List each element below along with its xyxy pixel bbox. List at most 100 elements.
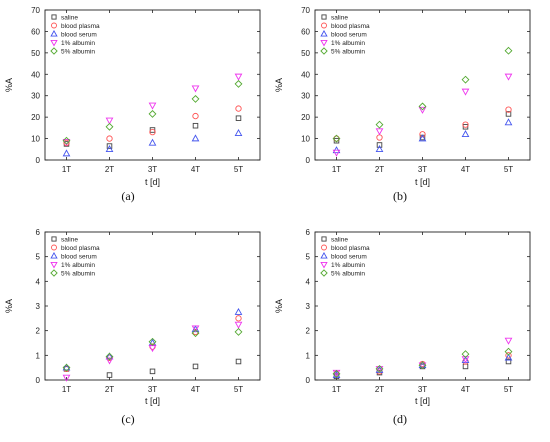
data-point <box>191 134 200 142</box>
legend-marker <box>50 39 58 47</box>
y-tick-label: 50 <box>31 49 40 58</box>
legend-label: 5% albumin <box>331 48 365 55</box>
data-point <box>504 353 513 361</box>
series-1-albumin <box>332 73 513 157</box>
y-tick-label: 0 <box>306 376 311 385</box>
data-point <box>191 94 200 103</box>
series-blood-serum <box>62 128 243 157</box>
data-point <box>234 321 243 329</box>
y-tick-label: 4 <box>36 277 41 286</box>
y-tick-label: 2 <box>36 327 41 336</box>
data-point <box>332 369 341 378</box>
data-point <box>504 46 513 55</box>
legend-label: 5% albumin <box>61 48 95 55</box>
y-tick-label: 5 <box>306 253 311 262</box>
legend-label: saline <box>61 14 78 21</box>
y-tick-label: 5 <box>36 253 41 262</box>
data-point <box>504 337 513 345</box>
series-5-albumin <box>332 46 513 143</box>
legend-marker <box>320 29 328 37</box>
x-tick-label: 3T <box>418 385 427 394</box>
legend-marker <box>50 269 58 277</box>
x-tick-label: 4T <box>191 165 200 174</box>
data-point <box>504 347 513 356</box>
data-point <box>105 357 114 365</box>
series-blood-serum <box>332 118 513 154</box>
data-point <box>234 79 243 88</box>
legend-marker <box>50 251 58 259</box>
legend-label: saline <box>61 236 78 243</box>
data-point <box>235 358 242 365</box>
series-saline <box>63 358 242 378</box>
x-tick-label: 1T <box>332 165 341 174</box>
data-point <box>105 117 114 125</box>
legend-label: blood plasma <box>61 23 100 30</box>
data-point <box>461 356 470 364</box>
x-tick-label: 2T <box>375 165 384 174</box>
y-tick-label: 20 <box>31 113 40 122</box>
data-point <box>62 136 71 145</box>
x-axis-label: t [d] <box>145 177 160 187</box>
data-point <box>418 134 427 142</box>
x-tick-label: 2T <box>375 385 384 394</box>
legend-label: saline <box>331 14 348 21</box>
y-tick-label: 1 <box>36 351 41 360</box>
legend-marker <box>51 14 57 20</box>
data-point <box>192 363 199 370</box>
y-tick-label: 70 <box>31 6 40 15</box>
y-tick-label: 20 <box>301 113 310 122</box>
data-point <box>191 325 200 333</box>
data-point <box>418 360 427 368</box>
x-tick-label: 4T <box>461 385 470 394</box>
y-axis-label: %A <box>274 299 284 313</box>
data-point <box>105 352 114 361</box>
legend-label: 1% albumin <box>61 40 95 47</box>
y-tick-label: 0 <box>36 156 41 165</box>
y-tick-label: 30 <box>31 92 40 101</box>
legend-marker <box>320 39 328 47</box>
data-point <box>504 118 513 126</box>
data-point <box>235 105 242 112</box>
panel-caption: (b) <box>393 189 407 203</box>
data-point <box>192 112 199 120</box>
data-point <box>505 111 512 117</box>
x-tick-label: 1T <box>332 385 341 394</box>
series-5-albumin <box>332 347 513 378</box>
data-point <box>148 337 157 346</box>
panel-caption: (c) <box>121 412 134 426</box>
y-axis-label: %A <box>4 78 14 92</box>
legend-marker <box>320 261 328 269</box>
data-point <box>375 366 384 374</box>
legend-marker <box>51 22 57 29</box>
chart-panel-b: 0 10 20 30 40 50 60 70 1T 2T 3T 4T 5T t [d] %A saline bl… <box>274 6 531 203</box>
x-tick-label: 3T <box>418 165 427 174</box>
y-tick-label: 2 <box>306 327 311 336</box>
y-tick-label: 3 <box>36 302 41 311</box>
data-point <box>418 102 427 111</box>
data-point <box>234 128 243 136</box>
data-point <box>461 88 470 96</box>
data-point <box>461 75 470 84</box>
y-tick-label: 6 <box>306 228 311 237</box>
x-tick-label: 2T <box>105 385 114 394</box>
series-saline <box>63 115 242 149</box>
data-point <box>234 307 243 315</box>
legend-marker <box>51 244 57 251</box>
chart-panel-c: 0 1 2 3 4 5 6 1T 2T 3T 4T 5T t [d] %A saline blood plas… <box>4 228 261 426</box>
legend-label: 5% albumin <box>61 270 95 277</box>
x-axis-label: t [d] <box>145 396 160 406</box>
y-tick-label: 50 <box>301 49 310 58</box>
data-point <box>105 122 114 131</box>
legend-label: blood serum <box>331 31 367 38</box>
y-tick-label: 60 <box>301 27 310 36</box>
data-point <box>505 106 512 113</box>
data-point <box>106 135 113 142</box>
data-point <box>462 363 469 370</box>
legend-marker <box>321 22 327 29</box>
y-tick-label: 70 <box>301 6 310 15</box>
legend-label: 1% albumin <box>331 40 365 47</box>
legend-label: blood plasma <box>331 245 370 252</box>
